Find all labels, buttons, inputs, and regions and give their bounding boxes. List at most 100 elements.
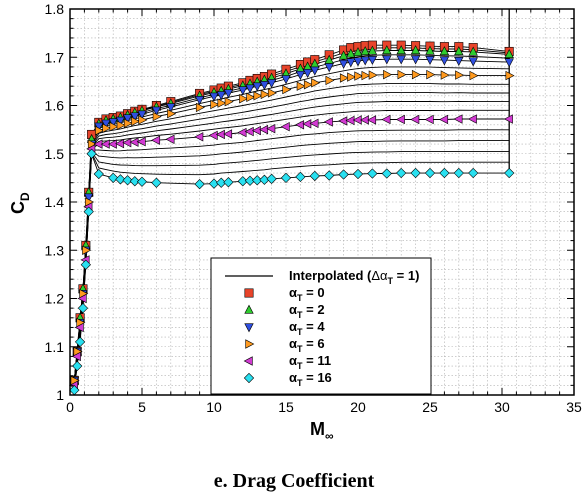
data-point-series-3 (109, 122, 119, 132)
data-point-series-2 (338, 59, 349, 69)
legend-marker (244, 288, 254, 298)
data-point-series-4 (251, 125, 261, 136)
data-point-series-4 (302, 119, 312, 129)
data-point-series-3 (210, 99, 220, 110)
interpolated-curve (73, 150, 510, 389)
data-point-series-5 (122, 175, 133, 186)
legend-label-main: α (289, 285, 297, 300)
data-point-series-5 (108, 172, 119, 183)
x-tick-label: 5 (138, 399, 146, 415)
data-point-series-4 (194, 132, 204, 142)
data-point-series-3 (411, 69, 421, 80)
data-point-series-1 (425, 45, 435, 55)
data-point-series-4 (280, 122, 290, 132)
data-markers (68, 40, 515, 396)
data-point-series-4 (215, 129, 225, 140)
data-point-series-2 (101, 119, 111, 129)
legend-label-end: = 4 (303, 319, 326, 334)
data-point-series-5 (223, 177, 234, 188)
data-point-series-5 (72, 360, 83, 372)
data-point-series-5 (295, 171, 306, 183)
data-point-series-3 (152, 111, 162, 122)
data-point-series-1 (353, 47, 363, 57)
x-axis-title-sub: ∞ (325, 429, 334, 443)
data-point-series-1 (346, 48, 356, 58)
data-point-series-4 (439, 114, 449, 125)
data-point-series-3 (267, 88, 277, 98)
x-axis-title: M∞ (310, 419, 334, 443)
data-point-series-5 (352, 168, 364, 180)
y-axis-title-sub: D (18, 192, 32, 201)
axis-ticks: 0 5 10 15 20 25 30 35 1 1.1 1.2 1.3 1.4 1.5 1.6 1.7 1.8 (45, 1, 582, 415)
data-point-series-2 (130, 112, 140, 122)
data-point-series-4 (208, 130, 218, 141)
data-point-series-4 (338, 116, 348, 126)
data-point-series-3 (469, 70, 479, 81)
data-point-series-3 (455, 70, 465, 80)
data-point-series-4 (309, 118, 319, 129)
data-point-series-4 (381, 114, 391, 125)
y-axis-title: CD (8, 192, 32, 214)
data-point-series-5 (338, 169, 349, 180)
data-point-series-2 (151, 106, 162, 116)
legend-label-main: α (289, 370, 297, 385)
data-point-series-3 (195, 102, 205, 113)
data-point-series-3 (325, 75, 335, 86)
x-tick-label: 35 (566, 399, 582, 415)
legend-label-sub: T (388, 276, 394, 286)
data-point-series-5 (80, 259, 91, 270)
y-tick-label: 1 (56, 387, 64, 403)
data-point-series-1 (468, 46, 478, 56)
data-point-series-5 (237, 176, 248, 187)
data-point-series-4 (244, 126, 254, 137)
data-point-series-4 (467, 114, 477, 124)
y-tick-label: 1.7 (45, 49, 65, 65)
x-tick-label: 0 (66, 399, 74, 415)
legend-marker (243, 372, 255, 384)
data-point-series-5 (252, 175, 263, 186)
legend-entry-label: αT = 0 (289, 285, 325, 303)
x-tick-label: 30 (494, 399, 510, 415)
data-point-series-1 (396, 45, 406, 55)
data-point-series-3 (167, 109, 177, 119)
data-point-series-2 (295, 70, 306, 80)
data-point-series-5 (504, 167, 515, 179)
data-point-series-3 (426, 69, 436, 80)
data-point-series-4 (129, 137, 139, 147)
data-point-series-2 (382, 55, 392, 65)
x-tick-label: 25 (422, 399, 438, 415)
data-point-series-4 (136, 136, 146, 147)
data-point-series-1 (410, 45, 421, 55)
data-point-series-2 (223, 89, 234, 99)
y-tick-label: 1.6 (45, 98, 65, 114)
data-point-series-5 (129, 176, 140, 187)
interpolated-curve (73, 92, 510, 383)
legend-label-main: α (289, 302, 297, 317)
data-point-series-5 (93, 168, 104, 180)
data-point-series-5 (309, 170, 320, 182)
data-point-series-2 (209, 92, 219, 102)
data-point-series-1 (382, 45, 392, 55)
data-point-series-3 (339, 73, 349, 83)
data-point-series-2 (166, 103, 176, 113)
data-point-series-3 (383, 69, 393, 80)
data-point-series-4 (295, 120, 305, 130)
data-point-series-5 (115, 174, 126, 185)
data-point-series-2 (346, 58, 356, 68)
data-point-series-2 (108, 118, 118, 128)
data-point-series-5 (77, 303, 89, 314)
interpolated-curve (73, 152, 510, 390)
data-point-series-2 (504, 58, 514, 68)
legend-label-sub: T (297, 293, 303, 303)
data-point-series-3 (361, 70, 371, 81)
data-point-series-2 (245, 84, 255, 94)
data-point-series-1 (504, 49, 514, 59)
data-point-series-1 (367, 45, 378, 55)
interpolated-curve (73, 140, 510, 388)
data-point-series-5 (367, 168, 378, 179)
data-point-series-3 (282, 84, 292, 95)
legend-label-end: = 2 (303, 302, 325, 317)
y-axis-title-main: C (8, 201, 28, 214)
legend-entry-label: αT = 4 (289, 319, 325, 337)
